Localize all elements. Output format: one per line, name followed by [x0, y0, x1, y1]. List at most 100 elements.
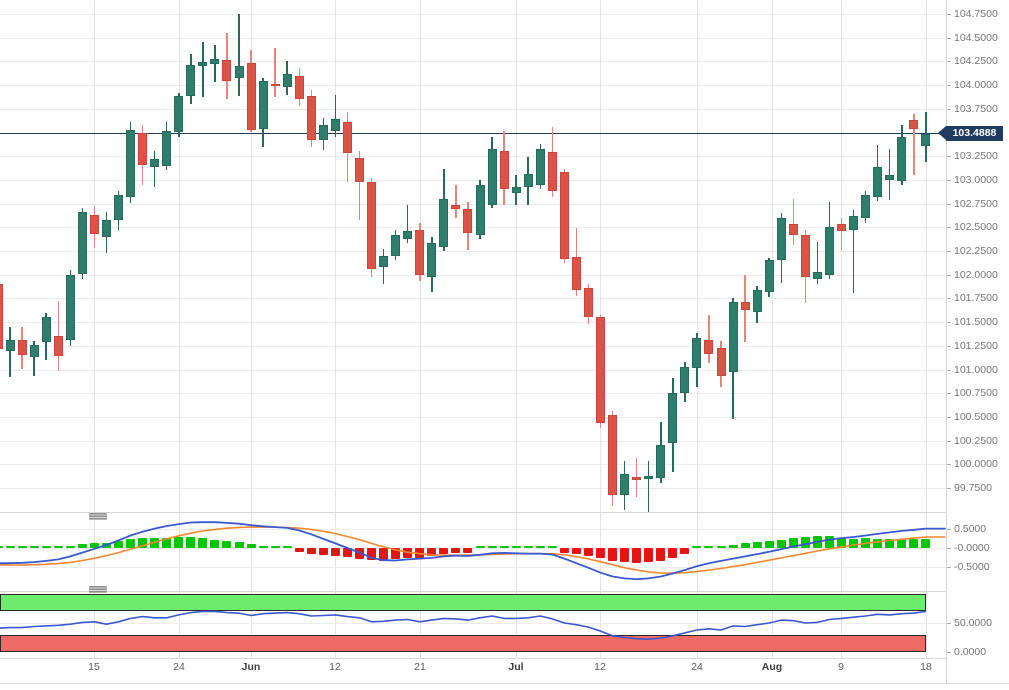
candle-body — [632, 476, 642, 481]
price-gridline — [0, 298, 946, 300]
time-axis-label: Aug — [761, 661, 783, 673]
price-gridline — [0, 345, 946, 347]
candle-body — [692, 338, 702, 368]
panel-separator[interactable] — [0, 512, 946, 513]
candle-wick — [334, 94, 337, 138]
time-gridline — [251, 591, 252, 658]
candle-wick — [153, 151, 156, 187]
price-tick-label: 104.0000 — [954, 79, 998, 92]
time-gridline — [926, 591, 927, 658]
macd-panel-drag-handle-icon[interactable] — [89, 513, 107, 520]
price-chart-panel[interactable] — [0, 0, 946, 512]
price-tick-label: 101.2500 — [954, 339, 998, 352]
candle-wick — [57, 301, 59, 372]
candle-wick — [238, 14, 240, 97]
candle-body — [101, 219, 111, 237]
oversold-band — [0, 634, 926, 652]
time-axis-label: Jul — [508, 661, 524, 673]
candle-body — [355, 158, 364, 182]
macd-histogram-bar-negative — [294, 548, 304, 552]
macd-histogram-bar-negative — [415, 548, 425, 558]
macd-histogram-bar-negative — [559, 548, 569, 553]
price-tick-label: 103.0000 — [954, 173, 998, 186]
candle-wick — [708, 314, 710, 363]
time-gridline — [697, 591, 698, 658]
panel-separator — [0, 658, 946, 659]
price-tick-label: 102.0000 — [954, 268, 998, 281]
time-gridline — [516, 0, 517, 512]
macd-histogram-bar-positive — [752, 542, 762, 548]
price-gridline — [0, 179, 946, 181]
macd-histogram-bar-positive — [788, 538, 798, 548]
macd-histogram-bar-positive — [234, 542, 244, 548]
price-gridline — [0, 108, 946, 110]
price-axis-tick — [947, 156, 951, 158]
time-gridline — [841, 512, 842, 591]
candle-body — [0, 284, 3, 349]
candle-body — [800, 234, 810, 277]
price-gridline — [0, 464, 946, 466]
macd-histogram-bar-negative — [463, 548, 473, 553]
candle-body — [222, 60, 232, 82]
macd-histogram-bar-positive — [523, 546, 533, 548]
candle-body — [282, 73, 292, 87]
macd-panel[interactable] — [0, 512, 946, 591]
macd-histogram-bar-positive — [77, 544, 87, 548]
candle-body — [861, 195, 871, 218]
price-axis-tick — [947, 203, 951, 205]
panel-separator[interactable] — [0, 591, 946, 592]
macd-histogram-bar-positive — [499, 546, 509, 548]
time-gridline — [251, 0, 252, 512]
rsi-line — [0, 610, 927, 641]
time-gridline — [516, 591, 517, 658]
time-axis-label: 12 — [329, 661, 341, 673]
candle-body — [656, 445, 666, 478]
price-axis-tick — [947, 179, 951, 181]
price-axis-tick — [947, 227, 951, 229]
candle-body — [77, 212, 87, 274]
macd-histogram-bar-positive — [126, 538, 136, 548]
candle-body — [740, 302, 750, 310]
price-axis-tick — [947, 345, 951, 347]
price-tick-label: 101.0000 — [954, 363, 998, 376]
time-gridline — [179, 512, 180, 591]
candle-wick — [358, 151, 361, 220]
price-gridline — [0, 203, 946, 205]
price-tick-label: 100.5000 — [954, 410, 998, 423]
time-gridline — [697, 512, 698, 591]
time-axis[interactable]: 15 24 Jun 12 21 Jul 12 24 Aug 9 18 — [0, 658, 946, 683]
price-axis-tick — [947, 274, 951, 276]
price-gridline — [0, 227, 946, 229]
rsi-panel-drag-handle-icon[interactable] — [89, 586, 107, 593]
macd-histogram-bar-negative — [391, 548, 401, 560]
candle-body — [114, 195, 123, 220]
time-gridline — [926, 0, 927, 512]
macd-histogram-bar-negative — [656, 548, 666, 561]
price-tick-label: 101.5000 — [954, 316, 998, 329]
price-axis[interactable]: 104.7500 104.5000 104.2500 104.0000 103.7500… — [946, 0, 1009, 683]
macd-gridline — [0, 548, 946, 549]
candle-body — [788, 223, 798, 235]
candle-body — [65, 274, 75, 341]
candle-body — [439, 198, 449, 248]
time-gridline — [600, 0, 601, 512]
candle-body — [342, 122, 352, 154]
candle-wick — [792, 198, 795, 246]
candle-body — [475, 184, 485, 235]
candle-body — [306, 96, 316, 141]
candle-wick — [840, 217, 843, 251]
candle-body — [463, 209, 473, 233]
time-axis-label: 15 — [88, 661, 100, 673]
current-price-value: 103.4888 — [952, 127, 997, 140]
time-gridline — [179, 0, 180, 512]
price-gridline — [0, 85, 946, 87]
macd-histogram-bar-positive — [282, 546, 292, 548]
macd-histogram-bar-positive — [475, 546, 485, 548]
price-axis-tick — [947, 85, 951, 87]
rsi-panel[interactable] — [0, 591, 946, 658]
time-gridline — [179, 591, 180, 658]
candle-body — [559, 172, 569, 259]
macd-tick-label: -0.0000 — [954, 542, 990, 554]
macd-histogram-bar-negative — [342, 548, 352, 558]
candle-body — [668, 393, 678, 444]
